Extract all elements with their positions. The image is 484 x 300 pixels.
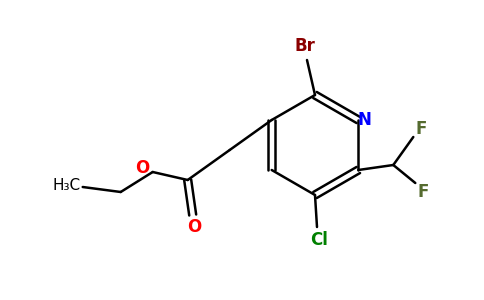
Text: N: N bbox=[357, 111, 371, 129]
Text: O: O bbox=[188, 218, 202, 236]
Text: H₃C: H₃C bbox=[53, 178, 81, 194]
Text: F: F bbox=[416, 120, 427, 138]
Text: F: F bbox=[418, 183, 429, 201]
Text: Br: Br bbox=[295, 37, 316, 55]
Text: O: O bbox=[136, 159, 150, 177]
Text: Cl: Cl bbox=[310, 231, 328, 249]
